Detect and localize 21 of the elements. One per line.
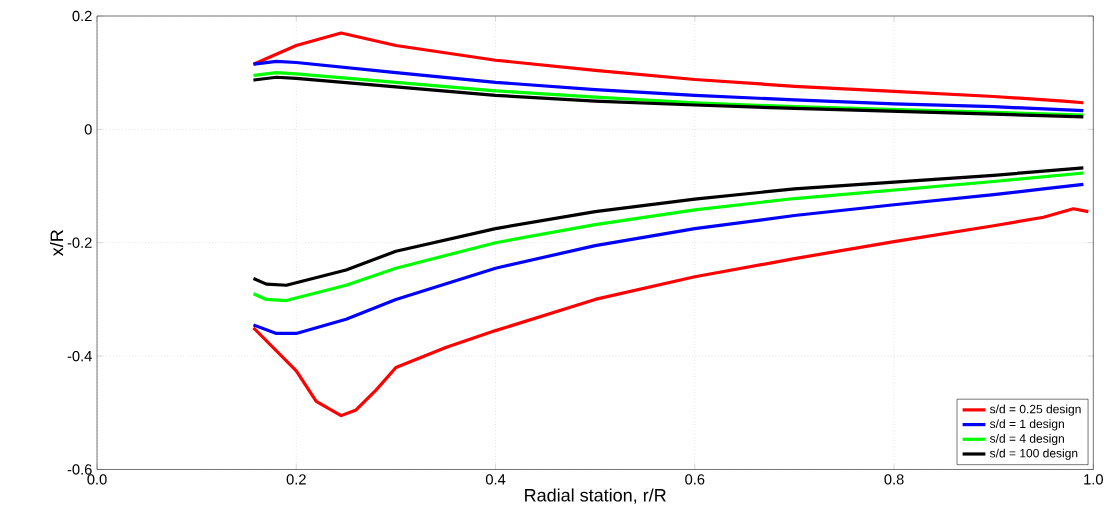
legend-label: s/d = 100 design: [989, 448, 1078, 460]
x-tick-label: 1.0: [1084, 473, 1103, 485]
y-tick-label: -0.6: [67, 464, 92, 475]
y-tick-label: -0.2: [67, 237, 92, 248]
y-tick-label: -0.4: [67, 350, 92, 362]
x-tick-label: 0.2: [286, 473, 306, 485]
x-tick-label: 0.4: [485, 473, 506, 485]
y-axis-title: x/R: [49, 229, 64, 256]
line-series: [251, 59, 1085, 113]
legend-label: s/d = 4 design: [989, 433, 1064, 445]
y-tick-label: 0.2: [72, 10, 92, 21]
line-series: [251, 206, 1090, 417]
y-tick-label: 0: [84, 123, 92, 135]
line-series: [251, 31, 1085, 105]
x-tick-label: 0.6: [685, 473, 705, 485]
legend-label: s/d = 1 design: [989, 419, 1064, 431]
line-series: [251, 182, 1085, 335]
legend-label: s/d = 0.25 design: [989, 404, 1081, 416]
x-tick-label: 0.0: [87, 473, 107, 485]
x-tick-label: 0.8: [884, 473, 904, 485]
x-axis-title: Radial station, r/R: [525, 488, 666, 504]
